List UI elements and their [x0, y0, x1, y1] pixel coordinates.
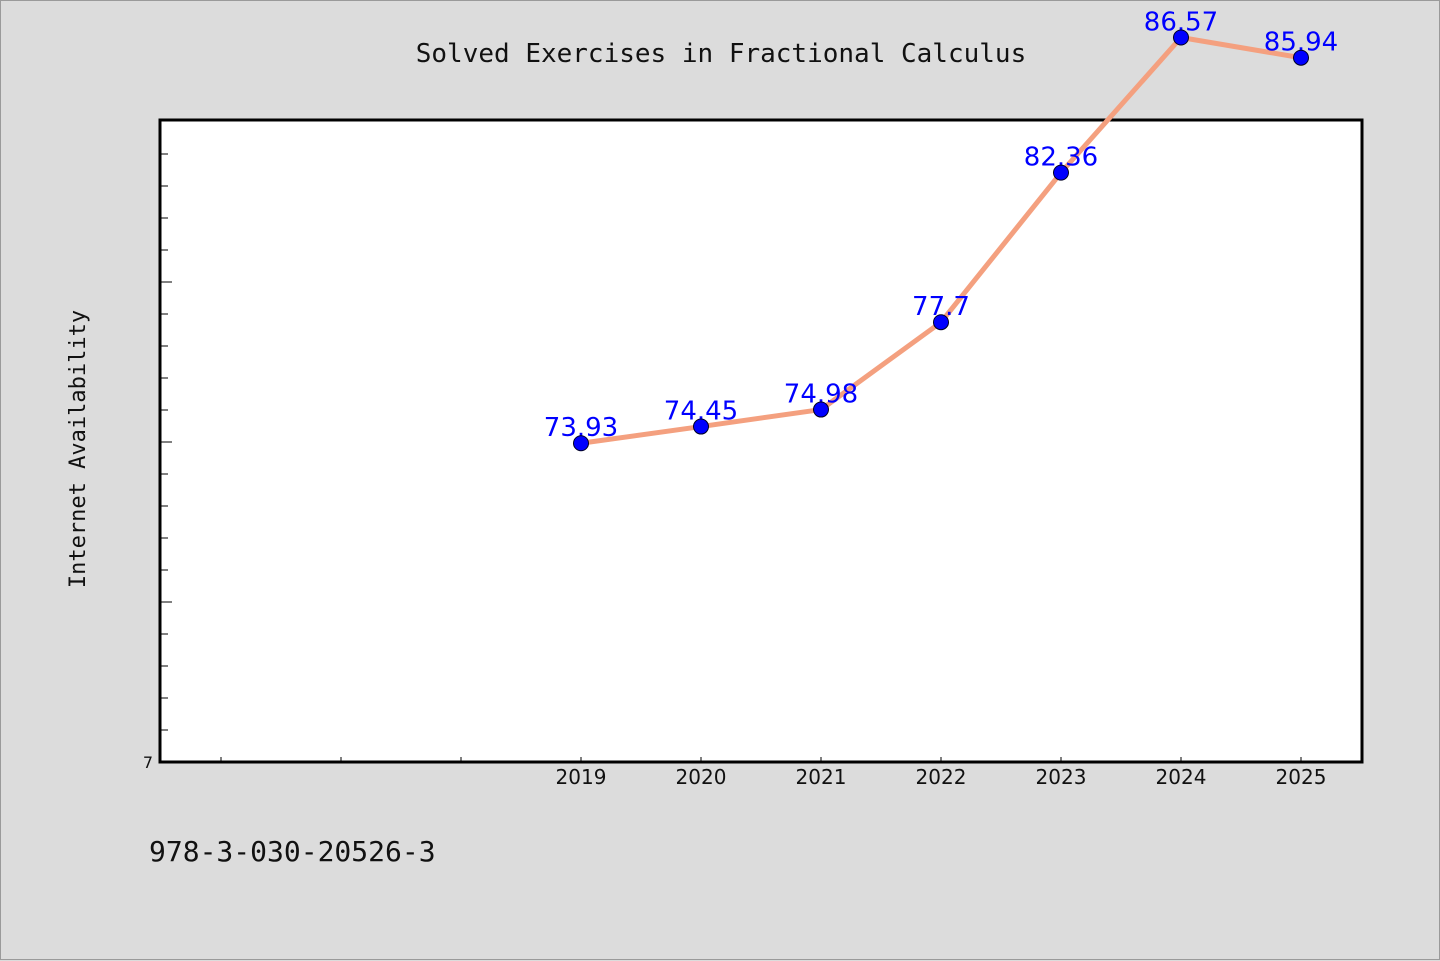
- x-tick-label: 2023: [1036, 765, 1087, 789]
- chart-title: Solved Exercises in Fractional Calculus: [416, 39, 1026, 69]
- x-tick-label: 2024: [1156, 765, 1207, 789]
- plot-area: [158, 118, 1364, 764]
- data-point: [1053, 164, 1069, 181]
- data-point: [813, 401, 829, 418]
- isbn-text: 978-3-030-20526-3: [149, 835, 436, 868]
- y-axis-label: Internet Availability: [66, 310, 91, 588]
- y-axis-ticks: 7: [143, 153, 172, 772]
- y-tick-label: 7: [143, 753, 153, 772]
- x-tick-label: 2022: [916, 765, 967, 789]
- data-point: [1293, 49, 1309, 66]
- x-tick-label: 2021: [796, 765, 847, 789]
- x-axis-ticks: 2019 2020 2021 2022 2023 2024 2025: [220, 757, 1327, 789]
- x-tick-label: 2019: [556, 765, 607, 789]
- data-point: [933, 314, 949, 331]
- x-tick-label: 2025: [1276, 765, 1327, 789]
- data-point: [1173, 29, 1189, 46]
- data-point: [693, 418, 709, 435]
- x-tick-label: 2020: [676, 765, 727, 789]
- data-point: [573, 435, 589, 452]
